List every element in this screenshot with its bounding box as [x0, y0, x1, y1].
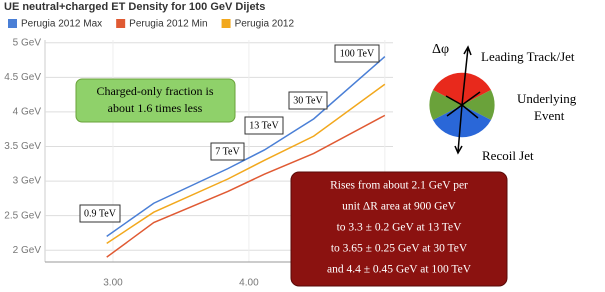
red-note: Rises from about 2.1 GeV per — [330, 180, 468, 192]
legend-label: Perugia 2012 — [235, 19, 295, 30]
y-tick-label: 4.5 GeV — [4, 72, 41, 83]
green-note-box — [75, 78, 236, 123]
y-tick-label: 3 GeV — [13, 176, 42, 187]
energy-label: 0.9 TeV — [84, 208, 117, 219]
energy-box — [244, 116, 284, 135]
green-note: Charged-only fraction is — [96, 84, 213, 98]
diagram-label: Event — [534, 108, 565, 123]
diagram — [429, 45, 495, 155]
energy-box — [288, 91, 328, 110]
energy-box — [79, 204, 121, 223]
legend-swatch — [116, 19, 126, 28]
legend-swatch — [8, 19, 17, 28]
green-note: about 1.6 times less — [108, 101, 203, 115]
energy-box — [334, 44, 380, 63]
sector-ue — [429, 90, 462, 120]
diagram-label: Leading Track/Jet — [481, 49, 575, 64]
red-note: to 3.3 ± 0.2 GeV at 13 TeV — [337, 222, 463, 234]
sector-recoil — [433, 105, 491, 138]
energy-label: 13 TeV — [249, 120, 279, 131]
diagram-label: Underlying — [517, 91, 577, 106]
red-note: to 3.65 ± 0.25 GeV at 30 TeV — [331, 243, 468, 255]
red-note: and 4.4 ± 0.45 GeV at 100 TeV — [327, 264, 472, 276]
x-tick-label: 3.00 — [103, 278, 123, 289]
arrows — [445, 45, 481, 155]
energy-label: 100 TeV — [340, 48, 375, 59]
y-tick-label: 4 GeV — [13, 107, 42, 118]
y-tick-label: 3.5 GeV — [4, 141, 41, 152]
y-tick-label: 2 GeV — [13, 245, 42, 256]
energy-box — [210, 142, 245, 161]
energy-label: 7 TeV — [215, 146, 240, 157]
legend-swatch — [221, 19, 231, 28]
sector-ue — [462, 90, 495, 120]
diagram-label: Δφ — [432, 42, 449, 57]
energy-label: 30 TeV — [293, 95, 323, 106]
series-line — [106, 114, 386, 258]
diagram-label: Recoil Jet — [482, 148, 534, 163]
chart-title: UE neutral+charged ET Density for 100 Ge… — [4, 1, 265, 13]
legend-label: Perugia 2012 Max — [21, 19, 102, 30]
y-tick-label: 2.5 GeV — [4, 210, 41, 221]
legend-label: Perugia 2012 Min — [129, 19, 207, 30]
y-tick-label: 5 GeV — [13, 37, 42, 48]
red-note: unit ΔR area at 900 GeV — [342, 201, 456, 213]
red-note-box — [290, 171, 508, 287]
series-line — [106, 83, 386, 244]
x-tick-label: 4.00 — [239, 278, 259, 289]
